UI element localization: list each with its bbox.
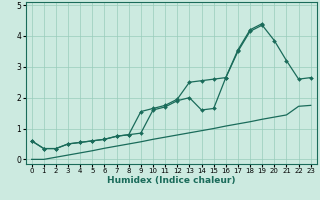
X-axis label: Humidex (Indice chaleur): Humidex (Indice chaleur) — [107, 176, 236, 185]
